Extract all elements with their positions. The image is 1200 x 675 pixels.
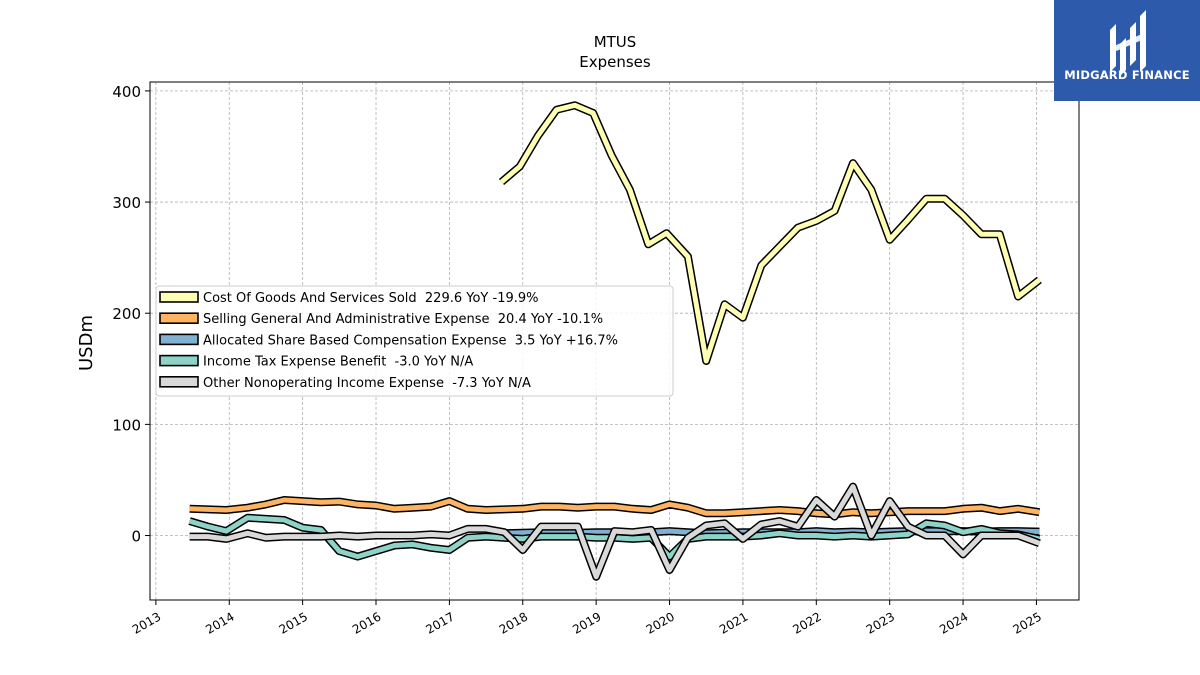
series-line-core bbox=[499, 102, 1041, 364]
legend: Cost Of Goods And Services Sold 229.6 Yo… bbox=[155, 285, 674, 397]
legend-entry: Other Nonoperating Income Expense -7.3 Y… bbox=[159, 375, 531, 391]
legend-swatch bbox=[159, 375, 199, 388]
legend-entry: Selling General And Administrative Expen… bbox=[159, 312, 603, 327]
legend-label: Cost Of Goods And Services Sold 229.6 Yo… bbox=[203, 291, 539, 306]
midgard-logo-icon bbox=[1110, 10, 1146, 76]
legend-label: Allocated Share Based Compensation Expen… bbox=[203, 333, 618, 348]
y-tick-label: 0 bbox=[131, 528, 141, 546]
legend-label: Other Nonoperating Income Expense -7.3 Y… bbox=[203, 376, 531, 391]
legend-swatch bbox=[159, 354, 199, 367]
legend-entry: Cost Of Goods And Services Sold 229.6 Yo… bbox=[159, 291, 539, 306]
legend-entry: Income Tax Expense Benefit -3.0 YoY N/A bbox=[159, 354, 473, 370]
y-tick-label: 400 bbox=[112, 83, 141, 101]
y-tick-label: 300 bbox=[112, 194, 141, 212]
legend-swatch bbox=[159, 333, 199, 346]
legend-swatch bbox=[159, 291, 199, 303]
brand-logo: MIDGARD FINANCE bbox=[1054, 0, 1200, 101]
y-tick-label: 100 bbox=[112, 416, 141, 434]
y-tick-label: 200 bbox=[112, 305, 141, 323]
legend-swatch bbox=[159, 312, 199, 325]
legend-entry: Allocated Share Based Compensation Expen… bbox=[159, 333, 618, 348]
y-axis-label: USDm bbox=[76, 315, 97, 371]
series-line-5 bbox=[189, 482, 1041, 581]
chart-title: MTUS bbox=[594, 33, 637, 51]
series-layer bbox=[188, 101, 1042, 581]
legend-box bbox=[155, 285, 674, 397]
brand-name: MIDGARD FINANCE bbox=[1064, 68, 1190, 82]
legend-label: Income Tax Expense Benefit -3.0 YoY N/A bbox=[203, 355, 473, 370]
series-line-core bbox=[189, 484, 1041, 580]
chart-subtitle: Expenses bbox=[579, 53, 651, 71]
series-line-1 bbox=[498, 101, 1042, 365]
legend-label: Selling General And Administrative Expen… bbox=[203, 312, 603, 327]
plot-frame bbox=[149, 81, 1080, 601]
